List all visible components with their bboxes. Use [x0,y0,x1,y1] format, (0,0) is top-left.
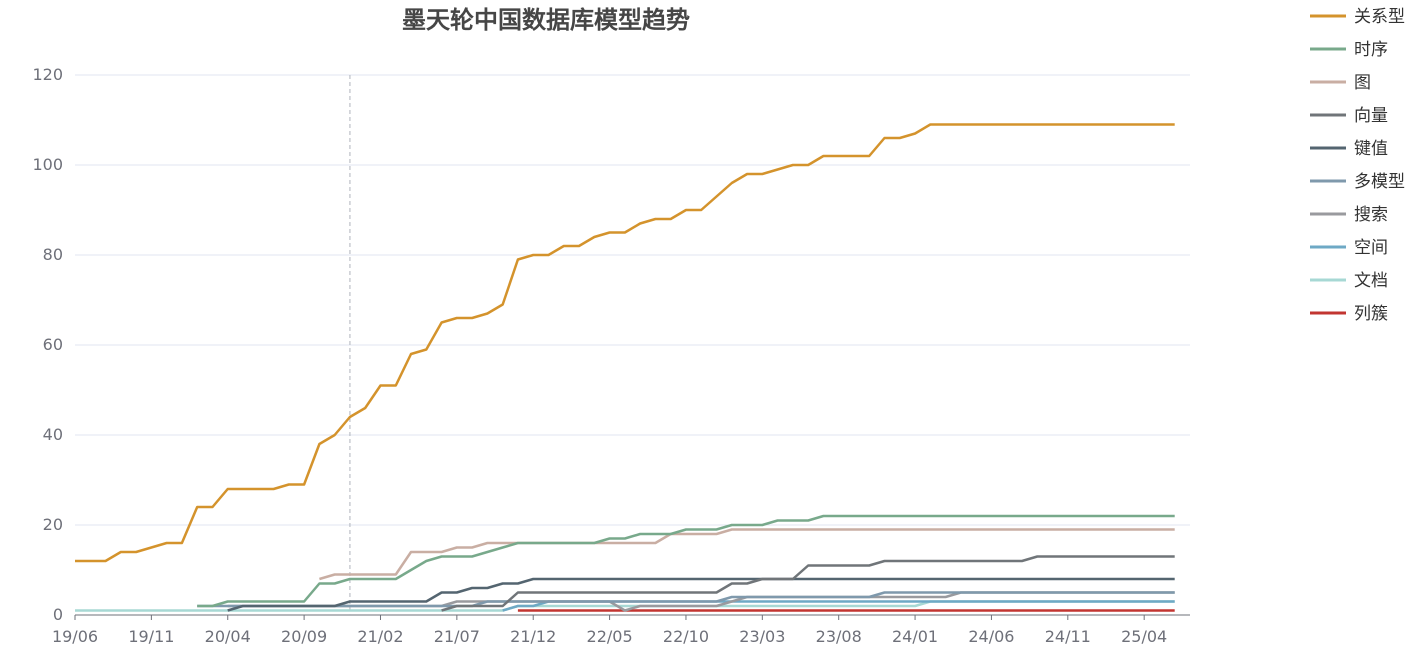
legend-label: 空间 [1354,238,1388,258]
legend-label: 键值 [1354,139,1388,159]
series-line[interactable] [227,591,1175,612]
x-tick-label: 23/03 [739,627,785,646]
legend-item[interactable]: 列簇 [1310,304,1388,324]
series-line[interactable] [441,555,1175,612]
legend-item[interactable]: 空间 [1310,238,1388,258]
series-line[interactable] [75,123,1175,563]
x-tick-label: 22/05 [587,627,633,646]
legend-item[interactable]: 向量 [1310,106,1388,126]
legend-label: 列簇 [1354,304,1388,324]
x-tick-label: 19/06 [52,627,98,646]
x-tick-label: 24/11 [1045,627,1091,646]
x-tick-label: 21/02 [357,627,403,646]
series-line[interactable] [197,514,1175,608]
y-tick-label: 0 [53,605,63,624]
x-tick-label: 24/06 [968,627,1014,646]
y-tick-label: 60 [43,335,63,354]
series-line[interactable] [319,528,1175,581]
legend-label: 关系型 [1354,7,1405,27]
legend-item[interactable]: 键值 [1310,139,1388,159]
x-tick-label: 21/07 [434,627,480,646]
legend-label: 多模型 [1354,172,1405,192]
legend-item[interactable]: 关系型 [1310,7,1405,27]
series-line[interactable] [227,577,1175,612]
x-tick-label: 20/04 [205,627,251,646]
y-tick-label: 120 [32,65,63,84]
legend-item[interactable]: 搜索 [1310,205,1388,225]
y-tick-label: 80 [43,245,63,264]
legend-item[interactable]: 时序 [1310,40,1388,60]
x-tick-label: 23/08 [816,627,862,646]
legend-item[interactable]: 图 [1310,73,1371,93]
legend-label: 文档 [1354,271,1388,291]
y-tick-label: 40 [43,425,63,444]
legend-label: 向量 [1354,106,1388,126]
legend-label: 时序 [1354,40,1388,60]
chart-title: 墨天轮中国数据库模型趋势 [402,6,690,34]
y-tick-label: 20 [43,515,63,534]
series-line[interactable] [502,600,1175,612]
legend-label: 图 [1354,73,1371,93]
y-tick-label: 100 [32,155,63,174]
x-tick-label: 21/12 [510,627,556,646]
x-tick-label: 22/10 [663,627,709,646]
x-tick-label: 19/11 [128,627,174,646]
legend-item[interactable]: 多模型 [1310,172,1405,192]
legend-label: 搜索 [1354,205,1388,225]
x-tick-label: 24/01 [892,627,938,646]
x-tick-label: 25/04 [1121,627,1167,646]
x-tick-label: 20/09 [281,627,327,646]
legend-item[interactable]: 文档 [1310,271,1388,291]
